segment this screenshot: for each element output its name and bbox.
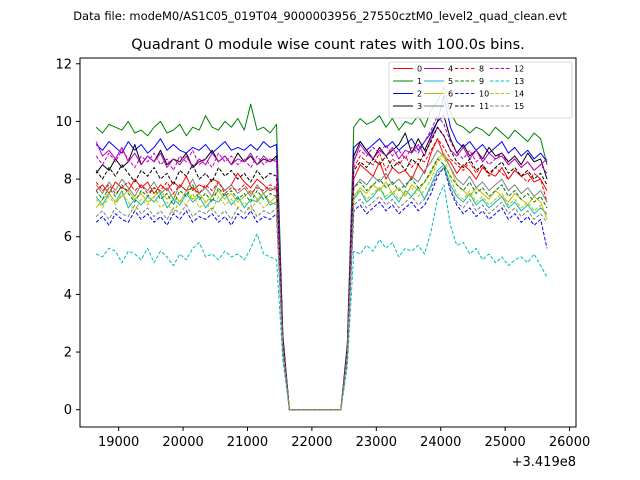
legend-label-11: 11 [479,102,489,111]
legend-label-0: 0 [417,65,422,74]
x-tick-label: 20000 [162,435,203,450]
legend-label-2: 2 [417,90,422,99]
plot-area [79,57,577,428]
x-tick-label: 22000 [291,435,332,450]
legend-label-15: 15 [514,102,524,111]
legend-label-10: 10 [479,90,489,99]
legend-label-1: 1 [417,77,422,86]
y-tick-label: 2 [64,346,72,361]
chart-title: Quadrant 0 module wise count rates with … [131,37,525,53]
y-tick-label: 0 [64,403,72,418]
x-tick-label: 25000 [484,435,525,450]
axes-frame [79,57,577,428]
x-axis: 19000 20000 21000 22000 23000 24000 25000 26000 [98,427,590,450]
legend-label-8: 8 [479,65,484,74]
x-tick-label: 23000 [356,435,397,450]
x-tick-label: 19000 [98,435,139,450]
y-tick-label: 6 [64,230,72,245]
y-axis: 0 2 4 6 8 10 12 [55,57,80,418]
x-tick-label: 24000 [420,435,461,450]
legend-label-4: 4 [448,65,453,74]
legend-label-5: 5 [448,77,453,86]
legend-label-12: 12 [514,65,524,74]
y-tick-label: 8 [64,173,72,188]
legend-label-13: 13 [514,77,524,86]
y-tick-label: 12 [55,57,72,72]
series-line-13 [95,184,548,411]
x-tick-label: 21000 [227,435,268,450]
legend-frame [388,61,573,119]
legend-label-7: 7 [448,102,453,111]
y-tick-label: 10 [55,115,72,130]
x-tick-label: 26000 [549,435,590,450]
legend-label-6: 6 [448,90,453,99]
x-offset-label: +3.419e8 [512,455,576,470]
legend-label-14: 14 [514,90,524,99]
series-line-15 [95,167,548,411]
legend-label-9: 9 [479,77,484,86]
y-tick-label: 4 [64,288,72,303]
series-line-11 [95,126,548,411]
series-lines [95,86,548,411]
legend-label-3: 3 [417,102,422,111]
suptitle: Data file: modeM0/AS1C05_019T04_90000039… [73,9,567,23]
